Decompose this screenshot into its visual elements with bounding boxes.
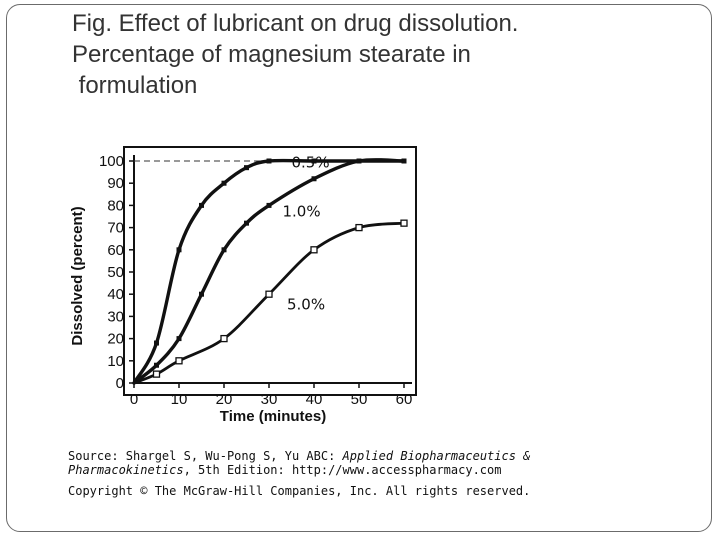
series-point-2 [265, 290, 273, 298]
source-book-title-2: Pharmacokinetics [68, 463, 184, 477]
series-line-1 [132, 157, 406, 385]
source-caption-line-2: Pharmacokinetics, 5th Edition: http://ww… [68, 463, 688, 477]
series-point-1 [221, 247, 227, 253]
x-tick-label: 0 [130, 391, 138, 408]
source-book-title-1: Applied Biopharmaceutics & [342, 449, 531, 463]
series-point-0 [311, 158, 317, 164]
y-tick-label: 40 [107, 286, 124, 303]
series-group: 0.5% 1.0% 5.0% [132, 154, 408, 385]
x-tick-label: 30 [261, 391, 278, 408]
slide-title-line-3: formulation [72, 72, 198, 99]
y-tick-label: 60 [107, 242, 124, 259]
slide-title-line-1: Fig. Effect of lubricant on drug dissolu… [72, 10, 519, 37]
copyright-caption: Copyright © The McGraw-Hill Companies, I… [68, 484, 688, 498]
y-tick-label: 50 [107, 264, 124, 281]
series-label-0: 0.5% [292, 154, 330, 172]
series-point-1 [154, 362, 159, 368]
y-tick-label: 10 [107, 353, 124, 370]
source-tail: , 5th Edition: http://www.accesspharmacy… [183, 463, 502, 477]
series-line-0 [132, 158, 406, 385]
y-tick-label: 30 [107, 308, 124, 325]
series-point-0 [176, 247, 182, 253]
series-point-1 [244, 220, 249, 226]
series-point-2 [310, 246, 318, 254]
series-point-0 [154, 340, 159, 346]
tick-labels-group: 0 10 20 30 40 50 60 70 80 90 100 0 10 20 30 40 50 60 [99, 153, 412, 408]
series-point-2 [175, 357, 183, 365]
series-point-2 [152, 370, 161, 378]
dissolution-chart: 0.5% 1.0% 5.0% 0 10 20 30 40 50 60 70 80 90 100 0 10 20… [69, 146, 417, 425]
series-point-1 [311, 176, 317, 182]
series-point-0 [221, 180, 227, 186]
y-tick-label: 20 [107, 331, 124, 348]
source-caption: Source: Shargel S, Wu-Pong S, Yu ABC: Ap… [68, 449, 688, 463]
series-point-1 [401, 158, 407, 164]
series-point-0 [244, 165, 249, 171]
y-tick-label: 0 [116, 375, 124, 392]
x-tick-label: 60 [396, 391, 413, 408]
series-point-0 [266, 158, 272, 164]
slide-title-line-2: Percentage of magnesium stearate in [72, 41, 471, 68]
series-point-2 [400, 219, 408, 227]
x-tick-label: 20 [216, 391, 233, 408]
y-tick-label: 80 [107, 197, 124, 214]
series-label-2: 5.0% [287, 296, 325, 314]
source-lead: Source: Shargel S, Wu-Pong S, Yu ABC: [68, 449, 343, 463]
plot-frame [123, 146, 417, 396]
series-point-1 [199, 291, 204, 297]
series-point-1 [266, 202, 272, 208]
y-axis-title: Dissolved (percent) [69, 206, 86, 345]
y-tick-label: 70 [107, 220, 124, 237]
y-tick-label: 90 [107, 175, 124, 192]
series-label-1: 1.0% [283, 203, 321, 221]
series-point-0 [199, 202, 204, 208]
series-point-2 [220, 334, 228, 343]
series-point-2 [355, 223, 363, 232]
x-tick-label: 10 [171, 391, 188, 408]
x-axis-title: Time (minutes) [220, 408, 326, 425]
x-tick-label: 50 [351, 391, 368, 408]
axes [123, 146, 417, 396]
series-point-1 [176, 336, 182, 342]
series-line-2 [132, 221, 406, 385]
slide-title: Fig. Effect of lubricant on drug dissolu… [72, 8, 672, 101]
copyright-text: Copyright © The McGraw-Hill Companies, I… [68, 484, 531, 498]
x-tick-label: 40 [306, 391, 323, 408]
y-tick-label: 100 [99, 153, 124, 170]
series-point-1 [356, 158, 362, 164]
